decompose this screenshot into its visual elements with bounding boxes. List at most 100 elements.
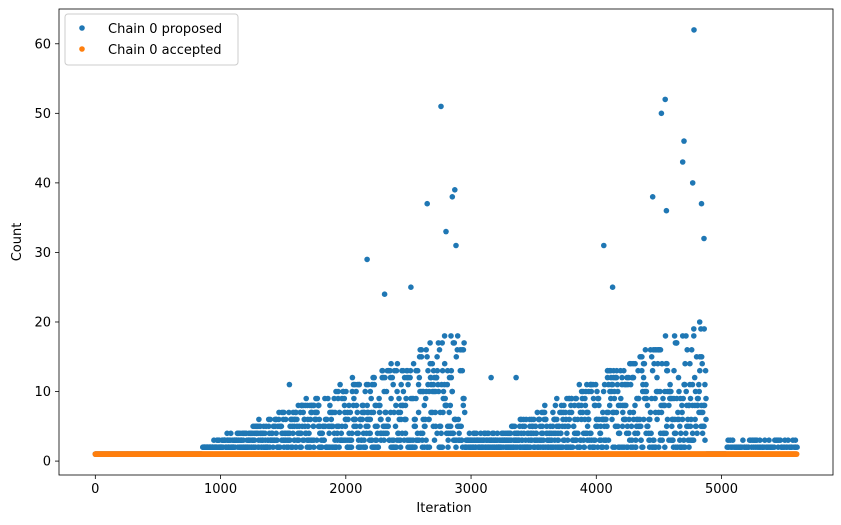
- proposed-point: [541, 409, 548, 416]
- proposed-point: [507, 430, 514, 437]
- proposed-point: [396, 395, 402, 402]
- proposed-point: [642, 347, 649, 353]
- proposed-point: [673, 340, 680, 346]
- proposed-point: [423, 347, 430, 353]
- proposed-point: [379, 367, 386, 374]
- proposed-point: [400, 388, 407, 395]
- proposed-point: [662, 96, 668, 103]
- proposed-point: [647, 416, 653, 423]
- proposed-point: [438, 430, 445, 437]
- proposed-point: [282, 416, 289, 423]
- proposed-point: [391, 409, 397, 416]
- proposed-point: [639, 367, 645, 374]
- proposed-point: [433, 374, 440, 381]
- proposed-point: [447, 402, 454, 409]
- proposed-point: [341, 395, 348, 402]
- proposed-point: [757, 437, 763, 444]
- proposed-point: [652, 395, 658, 402]
- proposed-point: [762, 437, 768, 444]
- proposed-point: [692, 416, 698, 423]
- proposed-point: [342, 423, 349, 430]
- proposed-point: [679, 402, 685, 409]
- proposed-point: [414, 367, 421, 374]
- proposed-point: [361, 437, 367, 444]
- proposed-point: [657, 388, 663, 395]
- proposed-point: [606, 402, 613, 409]
- proposed-point: [785, 437, 791, 444]
- proposed-point: [684, 347, 690, 353]
- proposed-point: [580, 437, 587, 444]
- proposed-point: [549, 423, 556, 430]
- proposed-point: [698, 200, 705, 207]
- proposed-point: [305, 423, 311, 430]
- proposed-point: [385, 423, 392, 430]
- proposed-point: [429, 360, 436, 367]
- proposed-point: [638, 423, 644, 430]
- proposed-point: [310, 423, 317, 430]
- proposed-point: [632, 360, 638, 367]
- proposed-point: [423, 437, 429, 444]
- proposed-point: [683, 388, 689, 395]
- proposed-point: [561, 402, 567, 409]
- proposed-point: [485, 430, 492, 437]
- proposed-point: [262, 430, 268, 437]
- proposed-point: [624, 423, 631, 430]
- y-tick-label: 30: [34, 246, 51, 261]
- proposed-point: [270, 444, 276, 451]
- proposed-point: [277, 444, 283, 451]
- proposed-point: [664, 367, 671, 374]
- proposed-point: [632, 444, 639, 451]
- proposed-point: [613, 374, 620, 381]
- y-axis-ticks: 0 10 20 30 40 50 60: [34, 37, 59, 470]
- proposed-point: [542, 402, 548, 409]
- proposed-point: [319, 444, 325, 451]
- proposed-point: [325, 395, 331, 402]
- proposed-point: [582, 402, 589, 409]
- proposed-point: [349, 430, 355, 437]
- proposed-point: [334, 430, 341, 437]
- proposed-point: [394, 360, 401, 367]
- legend-marker-proposed: [79, 25, 85, 31]
- proposed-point: [658, 409, 665, 416]
- proposed-point: [434, 354, 440, 360]
- proposed-point: [336, 409, 343, 416]
- proposed-point: [688, 347, 695, 353]
- proposed-point: [603, 416, 609, 423]
- proposed-point: [663, 423, 670, 430]
- proposed-point: [460, 402, 467, 409]
- proposed-point: [682, 444, 688, 451]
- proposed-point: [328, 416, 335, 423]
- proposed-point: [439, 367, 446, 374]
- proposed-point: [228, 430, 234, 437]
- proposed-point: [618, 395, 624, 402]
- proposed-point: [703, 395, 709, 402]
- proposed-point: [330, 423, 336, 430]
- x-tick-label: 4000: [580, 482, 613, 497]
- proposed-point: [403, 395, 409, 402]
- proposed-point: [384, 430, 390, 437]
- proposed-point: [576, 444, 583, 451]
- proposed-point: [314, 409, 320, 416]
- proposed-point: [694, 395, 701, 402]
- proposed-point: [290, 430, 296, 437]
- proposed-point: [696, 388, 702, 395]
- proposed-point: [461, 395, 467, 402]
- x-axis-ticks: 0 1000 2000 3000 4000 5000: [91, 475, 738, 497]
- proposed-point: [605, 409, 612, 416]
- proposed-point: [777, 437, 784, 444]
- proposed-point: [643, 388, 650, 395]
- proposed-point: [353, 402, 360, 409]
- proposed-point: [378, 416, 384, 423]
- proposed-point: [393, 444, 400, 451]
- legend: Chain 0 proposed Chain 0 accepted: [64, 13, 239, 66]
- proposed-point: [383, 388, 390, 395]
- proposed-point: [521, 423, 528, 430]
- proposed-point: [348, 437, 355, 444]
- proposed-point: [766, 437, 772, 444]
- proposed-point: [555, 437, 562, 444]
- plot-frame: [58, 8, 834, 476]
- proposed-point: [532, 423, 539, 430]
- proposed-point: [659, 437, 665, 444]
- proposed-point: [446, 409, 453, 416]
- proposed-point: [311, 402, 317, 409]
